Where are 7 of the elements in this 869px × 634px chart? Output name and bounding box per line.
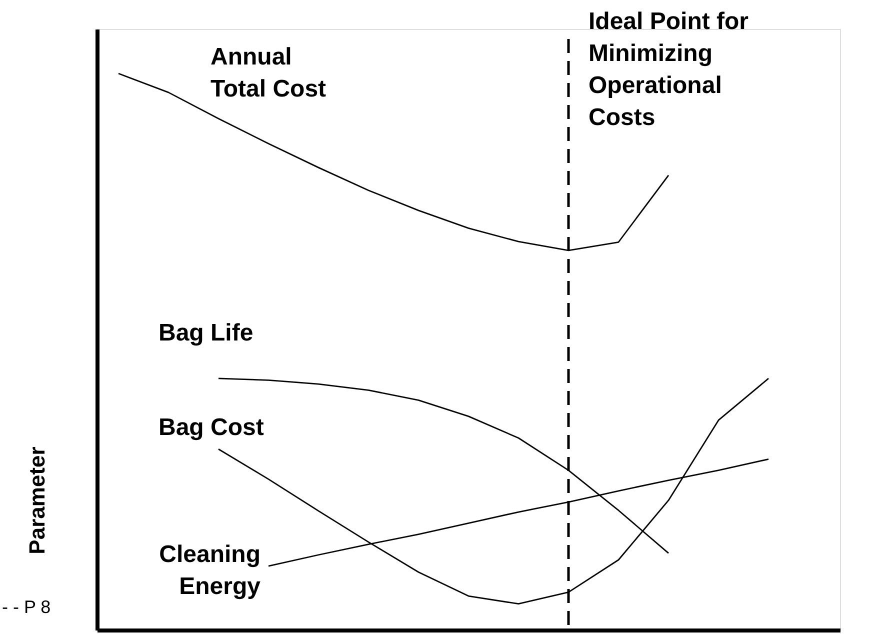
series-label: Bag Cost (158, 414, 264, 442)
series-label: Bag Life (158, 319, 254, 346)
y-axis-title: Parameter (24, 446, 50, 554)
series-label: Annual Total Cost (210, 44, 326, 103)
text: - - P 8 (2, 597, 51, 617)
text: Ideal Point for Minimizing Operational Costs (588, 8, 749, 131)
series-label: Cleaning Energy (159, 541, 262, 600)
